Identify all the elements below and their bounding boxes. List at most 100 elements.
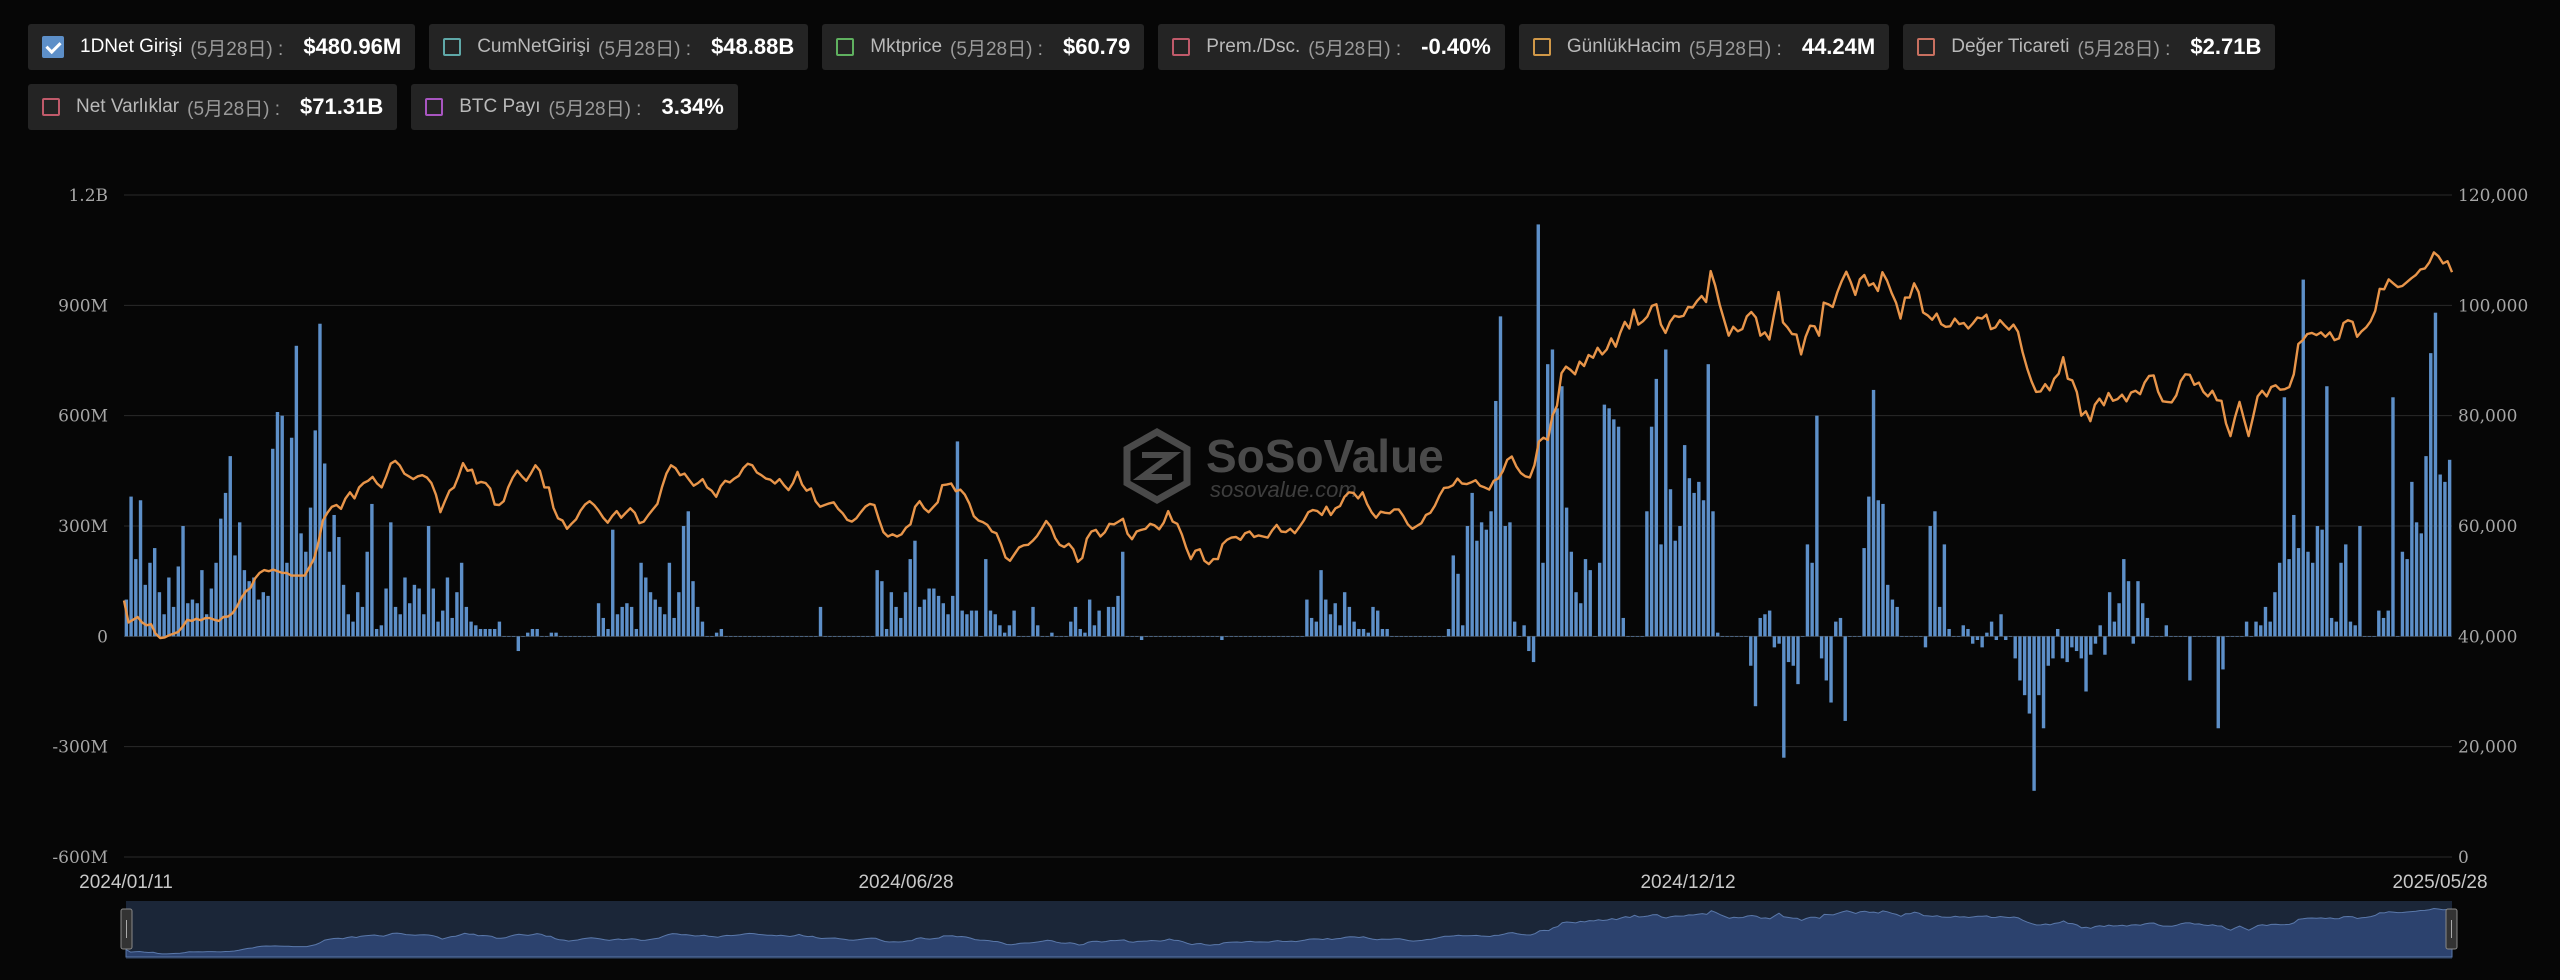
bar[interactable] xyxy=(1257,636,1262,637)
bar[interactable] xyxy=(1191,636,1196,637)
bar[interactable] xyxy=(1366,632,1370,637)
bar[interactable] xyxy=(1031,606,1035,637)
bar[interactable] xyxy=(1328,614,1333,637)
bar[interactable] xyxy=(280,415,284,637)
bar[interactable] xyxy=(1564,507,1569,637)
bar[interactable] xyxy=(634,628,639,637)
bar[interactable] xyxy=(795,636,799,637)
bar[interactable] xyxy=(1621,617,1625,637)
bar[interactable] xyxy=(1862,548,1866,637)
bar[interactable] xyxy=(1054,636,1059,637)
bar[interactable] xyxy=(507,636,511,637)
bar[interactable] xyxy=(365,551,369,637)
bar[interactable] xyxy=(998,625,1002,637)
bar[interactable] xyxy=(1664,349,1668,637)
bar[interactable] xyxy=(1083,632,1087,637)
bar[interactable] xyxy=(620,606,624,637)
bar[interactable] xyxy=(2381,617,2386,637)
bar[interactable] xyxy=(1045,636,1049,637)
bar[interactable] xyxy=(1437,636,1441,637)
bar[interactable] xyxy=(1692,492,1696,637)
bar[interactable] xyxy=(2391,397,2395,637)
bar[interactable] xyxy=(2141,603,2145,637)
bar[interactable] xyxy=(1456,573,1460,637)
bar[interactable] xyxy=(582,636,587,637)
bar[interactable] xyxy=(2405,559,2409,637)
bar[interactable] xyxy=(1040,636,1045,637)
bar[interactable] xyxy=(1579,603,1583,637)
bar[interactable] xyxy=(1385,628,1389,637)
bar[interactable] xyxy=(2410,481,2414,637)
bar[interactable] xyxy=(214,562,218,637)
bar[interactable] xyxy=(1810,562,1814,637)
bar[interactable] xyxy=(2443,481,2447,637)
bar[interactable] xyxy=(2074,636,2079,652)
bar[interactable] xyxy=(2046,636,2050,666)
bar[interactable] xyxy=(1333,603,1337,637)
bar[interactable] xyxy=(587,636,591,637)
bar[interactable] xyxy=(889,592,894,637)
bar[interactable] xyxy=(2117,603,2121,637)
bar[interactable] xyxy=(1541,562,1545,637)
bar[interactable] xyxy=(450,617,454,637)
bar[interactable] xyxy=(502,636,506,637)
bar[interactable] xyxy=(677,592,681,637)
bar[interactable] xyxy=(2183,636,2187,637)
bar[interactable] xyxy=(1352,621,1356,637)
bar[interactable] xyxy=(951,595,955,637)
bar[interactable] xyxy=(530,628,535,637)
bar[interactable] xyxy=(304,551,308,637)
bar[interactable] xyxy=(2386,610,2390,637)
bar[interactable] xyxy=(1338,625,1342,637)
bar[interactable] xyxy=(2197,636,2202,637)
bar[interactable] xyxy=(469,621,473,637)
bar[interactable] xyxy=(842,636,846,637)
bar[interactable] xyxy=(1376,610,1380,637)
bar[interactable] xyxy=(1706,364,1710,637)
bar[interactable] xyxy=(1102,636,1106,637)
bar[interactable] xyxy=(2433,312,2438,637)
bar[interactable] xyxy=(2334,621,2339,637)
bar[interactable] xyxy=(2235,636,2239,637)
legend-checkbox[interactable] xyxy=(836,38,855,56)
bar[interactable] xyxy=(1508,522,1512,637)
bar[interactable] xyxy=(1678,526,1682,637)
bar[interactable] xyxy=(138,500,143,637)
bar[interactable] xyxy=(1314,621,1319,637)
bar[interactable] xyxy=(171,606,176,637)
bar[interactable] xyxy=(1550,349,1555,637)
bar[interactable] xyxy=(2207,636,2211,637)
bar[interactable] xyxy=(1423,636,1427,637)
bar[interactable] xyxy=(1857,636,1862,637)
bar[interactable] xyxy=(2150,636,2154,637)
bar[interactable] xyxy=(2008,636,2013,637)
bar[interactable] xyxy=(2344,544,2348,637)
bar[interactable] xyxy=(1668,489,1673,637)
bar[interactable] xyxy=(705,636,709,637)
bar[interactable] xyxy=(1555,408,1559,637)
bar[interactable] xyxy=(1017,636,1021,637)
bar[interactable] xyxy=(818,606,823,637)
bar[interactable] xyxy=(752,636,757,637)
bar[interactable] xyxy=(2226,636,2230,637)
bar[interactable] xyxy=(1583,559,1588,637)
bar[interactable] xyxy=(955,441,960,637)
bar[interactable] xyxy=(743,636,747,637)
bar[interactable] xyxy=(1220,636,1224,641)
bar[interactable] xyxy=(903,592,908,637)
bar[interactable] xyxy=(1867,496,1871,637)
bar[interactable] xyxy=(1432,636,1437,637)
bar[interactable] xyxy=(1479,522,1484,637)
bar[interactable] xyxy=(625,603,629,637)
bar[interactable] xyxy=(2353,625,2357,637)
bar[interactable] xyxy=(1687,478,1692,637)
bar[interactable] xyxy=(1649,426,1654,637)
bar[interactable] xyxy=(596,603,601,637)
bar[interactable] xyxy=(233,555,237,637)
bar[interactable] xyxy=(2037,636,2041,696)
bar[interactable] xyxy=(1626,636,1630,637)
bar[interactable] xyxy=(266,595,270,637)
bar[interactable] xyxy=(1121,551,1125,637)
bar[interactable] xyxy=(1116,595,1120,637)
bar[interactable] xyxy=(719,628,724,637)
